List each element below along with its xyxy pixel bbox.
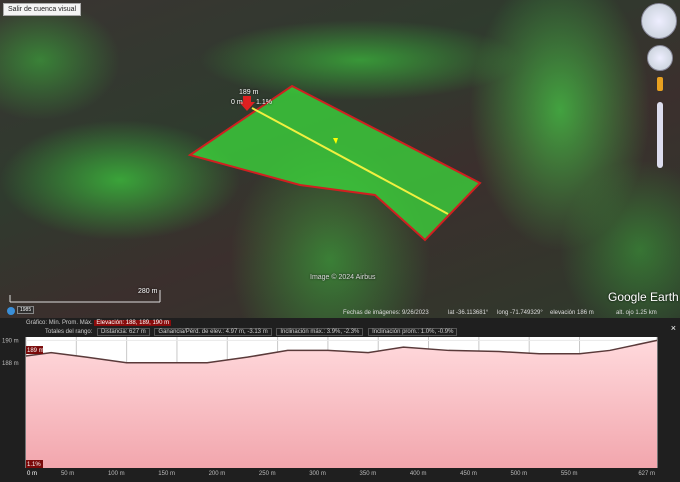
x-tick-label: 500 m xyxy=(511,471,528,477)
cursor-slope-badge: 1.1% xyxy=(27,462,41,468)
marker-slope: 1.1% xyxy=(256,99,272,106)
historical-imagery-year[interactable]: 1985 xyxy=(17,306,35,314)
elevation-area xyxy=(26,340,657,468)
imagery-date: Fechas de imágenes: 9/26/2023 xyxy=(343,310,429,316)
max-slope: Inclinación máx.: 3.9%, -2.3% xyxy=(276,328,364,336)
elevation-gain-loss: Ganancia/Pérd. de elev.: 4.97 m, -3.13 m xyxy=(154,328,272,336)
distance: Distancia: 627 m xyxy=(97,328,150,336)
x-tick-label: 100 m xyxy=(108,471,125,477)
x-tick-label: 350 m xyxy=(360,471,377,477)
map-view[interactable]: Salir de cuenca visual 189 m 0 m 1.1% Im… xyxy=(0,0,680,318)
look-joystick[interactable] xyxy=(641,3,677,39)
elevation-series[interactable]: Elevación: 188, 189, 190 m xyxy=(94,320,172,326)
position-arrow-icon xyxy=(239,96,255,111)
viewshed-polygon xyxy=(187,84,482,242)
longitude: long -71.749329° xyxy=(497,310,543,316)
zoom-slider[interactable] xyxy=(657,102,663,168)
x-tick-label: 300 m xyxy=(309,471,326,477)
x-tick-label: 627 m xyxy=(638,471,655,477)
range-totals-label: Totales del rango: xyxy=(45,329,93,335)
cursor-elevation-badge: 189 m xyxy=(27,348,44,354)
avg-toggle[interactable]: Prom. xyxy=(62,320,79,326)
y-tick-label: 190 m xyxy=(2,338,19,344)
google-earth-logo: Google Earth xyxy=(608,290,679,304)
close-button[interactable]: × xyxy=(670,323,676,333)
graph-controls: Gráfico: Mín. Prom. Máx. Elevación: 188,… xyxy=(26,320,172,326)
globe-icon xyxy=(7,307,15,315)
latitude: lat -36.113681° xyxy=(448,310,489,316)
x-tick-label: 450 m xyxy=(460,471,477,477)
path-line xyxy=(251,107,449,215)
x-tick-label: 250 m xyxy=(259,471,276,477)
x-tick-label: 0 m xyxy=(27,471,37,477)
avg-slope: Inclinación prom.: 1.0%, -0.9% xyxy=(368,328,458,336)
elevation-chart[interactable]: 0 m 50 m 100 m 150 m 200 m 250 m 300 m 350 m 400… xyxy=(0,318,680,482)
street-view-pegman-icon[interactable] xyxy=(657,77,663,91)
attribution: Image © 2024 Airbus xyxy=(310,274,376,281)
max-toggle[interactable]: Máx. xyxy=(79,320,93,326)
x-tick-label: 550 m xyxy=(561,471,578,477)
graph-label: Gráfico: xyxy=(26,320,48,326)
x-tick-label: 50 m xyxy=(61,471,74,477)
pin-icon xyxy=(333,138,338,144)
min-toggle[interactable]: Mín. xyxy=(48,320,61,326)
marker-distance: 0 m xyxy=(231,99,243,106)
range-totals: Totales del rango: Distancia: 627 m Gana… xyxy=(45,328,458,336)
viewshed-overlay xyxy=(9,84,482,303)
scale-label: 280 m xyxy=(138,288,158,295)
eye-altitude: alt. ojo 1.25 km xyxy=(616,310,657,316)
x-tick-label: 150 m xyxy=(158,471,175,477)
move-joystick[interactable] xyxy=(647,45,673,71)
elevation-line xyxy=(25,339,658,364)
x-tick-label: 200 m xyxy=(209,471,226,477)
elevation-profile-panel: Gráfico: Mín. Prom. Máx. Elevación: 188,… xyxy=(0,318,680,482)
y-tick-label: 188 m xyxy=(2,361,19,367)
exit-viewshed-button[interactable]: Salir de cuenca visual xyxy=(3,3,82,16)
marker-elevation: 189 m xyxy=(239,89,259,96)
elevation-readout: elevación 186 m xyxy=(550,310,594,316)
x-tick-label: 400 m xyxy=(410,471,427,477)
